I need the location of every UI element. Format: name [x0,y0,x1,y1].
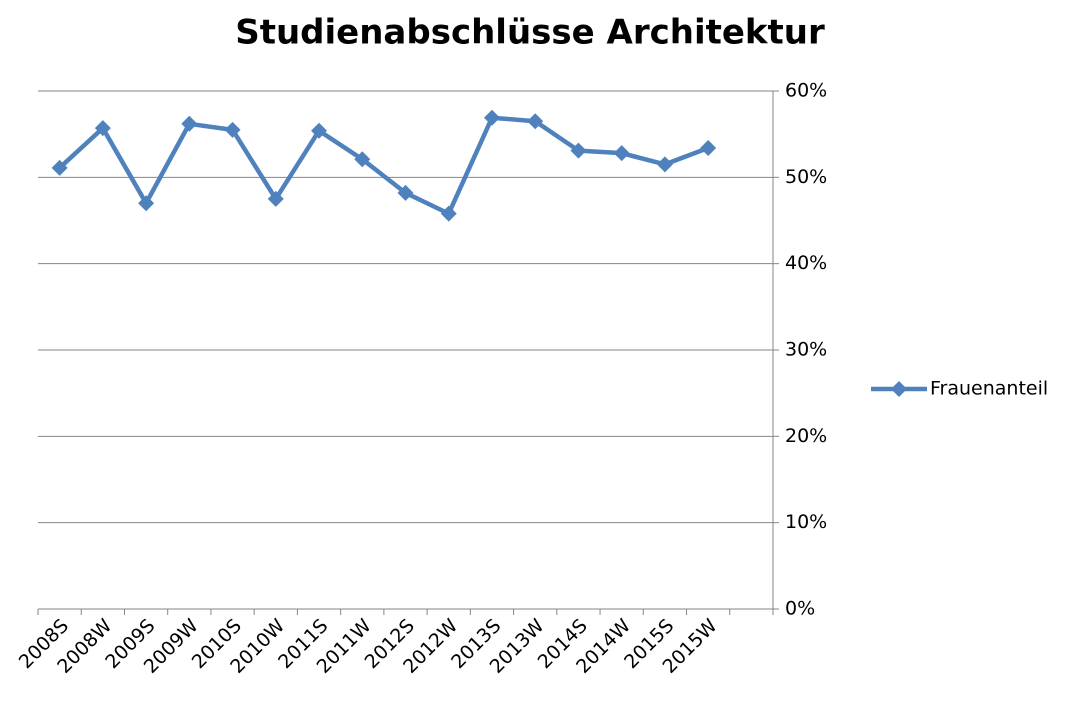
legend-marker [891,381,907,397]
point-marker [397,184,414,201]
chart-title: Studienabschlüsse Architektur [235,13,825,53]
point-marker [700,139,717,156]
y-tick-label: 30% [785,339,827,361]
point-marker [224,121,241,138]
point-marker [527,113,544,130]
y-tick-label: 0% [785,598,815,620]
point-marker [656,156,673,173]
point-marker [181,115,198,132]
point-marker [354,151,371,168]
point-marker [94,120,111,137]
y-tick-label: 40% [785,252,827,274]
legend-label: Frauenanteil [930,378,1048,400]
y-tick-label: 60% [785,80,827,102]
point-marker [440,205,457,222]
point-marker [570,142,587,159]
point-marker [267,190,284,207]
y-tick-label: 20% [785,425,827,447]
point-marker [311,122,328,139]
y-tick-label: 10% [785,511,827,533]
y-tick-label: 50% [785,166,827,188]
point-marker [51,159,68,176]
point-marker [613,145,630,162]
series-line [58,115,709,216]
point-marker [483,109,500,126]
point-marker [138,195,155,212]
